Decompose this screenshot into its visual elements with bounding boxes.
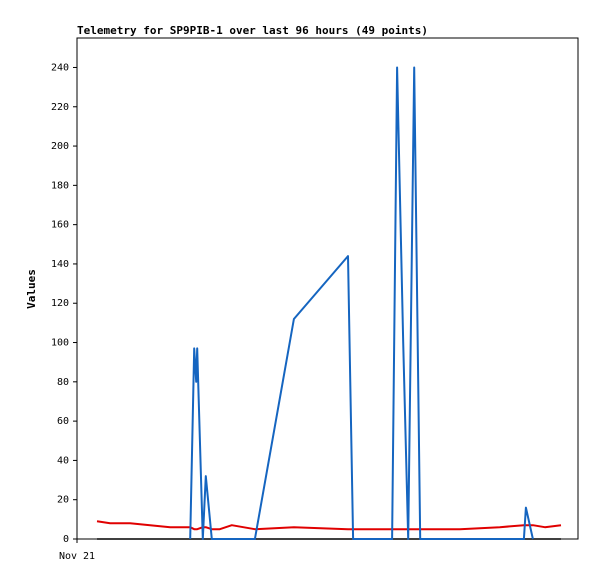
x-tick-label: Nov 21: [59, 551, 95, 562]
y-tick-label: 200: [51, 141, 69, 152]
y-tick-label: 0: [63, 534, 69, 545]
y-tick-label: 220: [51, 102, 69, 113]
y-axis-label: Values: [25, 269, 38, 309]
y-tick-label: 180: [51, 180, 69, 191]
y-tick-label: 80: [57, 377, 69, 388]
y-tick-label: 240: [51, 62, 69, 73]
y-tick-label: 120: [51, 298, 69, 309]
y-tick-label: 100: [51, 338, 69, 349]
y-tick-label: 40: [57, 455, 69, 466]
y-tick-label: 60: [57, 416, 69, 427]
y-tick-label: 20: [57, 495, 69, 506]
y-tick-label: 160: [51, 220, 69, 231]
y-tick-label: 140: [51, 259, 69, 270]
chart-title: Telemetry for SP9PIB-1 over last 96 hour…: [77, 24, 428, 37]
series-line: [189, 66, 534, 540]
